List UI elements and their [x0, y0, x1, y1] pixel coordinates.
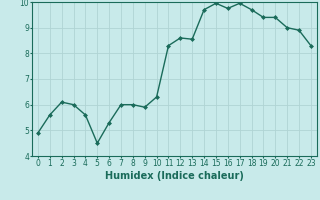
X-axis label: Humidex (Indice chaleur): Humidex (Indice chaleur) [105, 171, 244, 181]
